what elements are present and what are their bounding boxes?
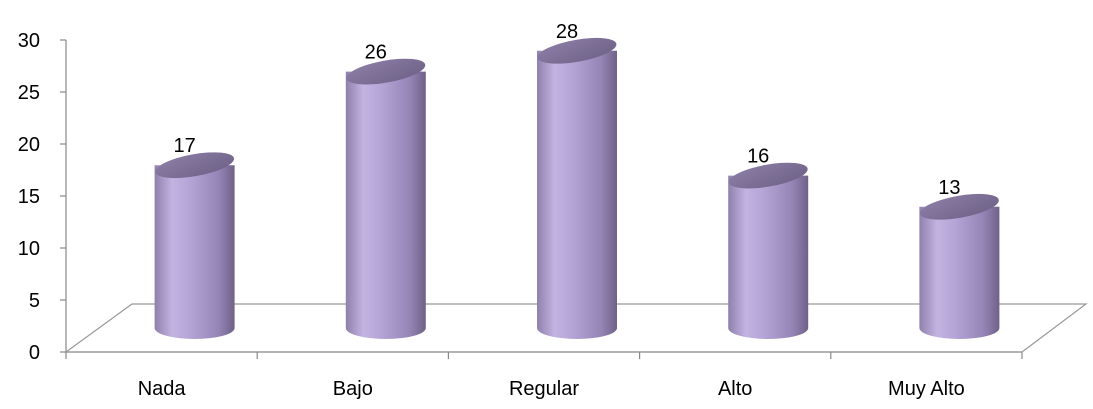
data-label: 28: [556, 21, 578, 43]
chart-floor: [64, 303, 1088, 353]
data-label: 16: [747, 146, 769, 168]
category-labels: Nada Bajo Regular Alto Muy Alto: [138, 378, 965, 400]
data-labels: 17 26 28 16 13: [173, 21, 960, 199]
y-tick-label: 30: [18, 30, 40, 52]
bar-alto: [728, 162, 809, 339]
y-tick-label: 15: [18, 186, 40, 208]
y-tick-label: 0: [29, 342, 40, 364]
bar-muy-alto: [919, 193, 1000, 339]
y-tick-label: 5: [29, 290, 40, 312]
data-label: 26: [365, 42, 387, 64]
bar-top: [919, 193, 999, 220]
bar-body: [728, 175, 809, 339]
y-axis-ticks: 0 5 10 15 20 25 30: [18, 30, 66, 364]
bar-body: [345, 71, 426, 339]
category-label: Alto: [718, 378, 752, 400]
bar-body: [154, 165, 235, 339]
x-axis-ticks: [65, 352, 1023, 359]
data-label: 13: [938, 177, 960, 199]
bar-top: [728, 162, 808, 189]
y-tick-label: 25: [18, 82, 40, 104]
bar-body: [919, 206, 1000, 339]
bar-top: [346, 58, 426, 85]
data-label: 17: [173, 135, 195, 157]
bar-regular: [537, 37, 617, 340]
bar-top: [537, 37, 617, 64]
category-label: Regular: [509, 378, 579, 400]
bar-top: [155, 152, 235, 179]
category-label: Bajo: [333, 378, 373, 400]
bar-nada: [154, 152, 235, 339]
category-label: Nada: [138, 378, 187, 400]
category-label: Muy Alto: [888, 378, 965, 400]
y-tick-label: 10: [18, 238, 40, 260]
bar-bajo: [345, 58, 426, 339]
y-tick-label: 20: [18, 134, 40, 156]
bar-body: [537, 50, 617, 340]
bars: [154, 37, 1000, 340]
